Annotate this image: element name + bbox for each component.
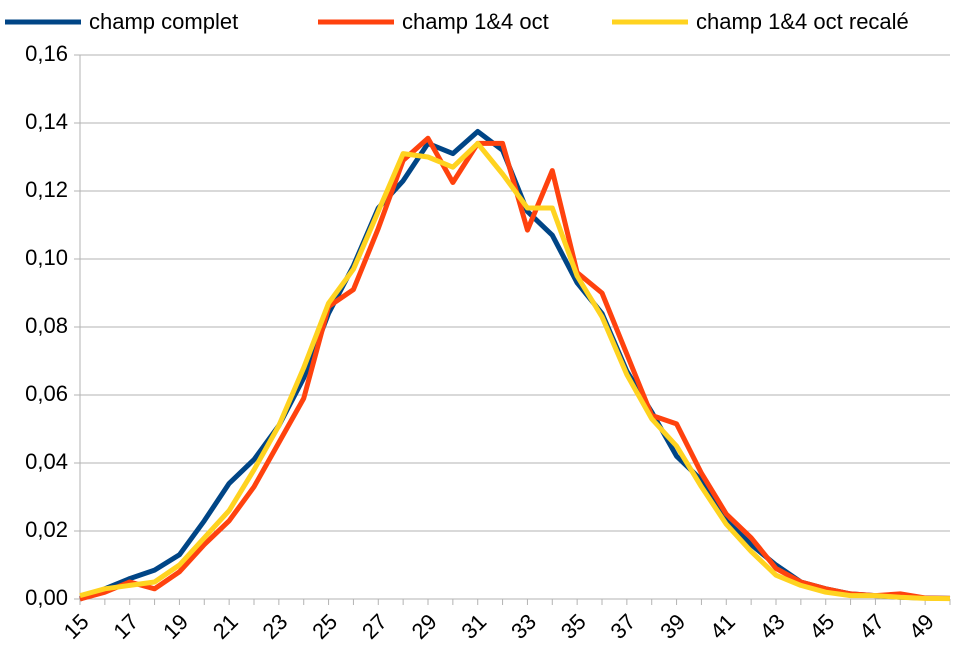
y-tick-label: 0,08 — [25, 313, 68, 338]
x-tick-label: 35 — [556, 609, 591, 644]
x-tick-label: 23 — [258, 609, 293, 644]
x-tick-label: 49 — [904, 609, 939, 644]
x-tick-label: 31 — [456, 609, 491, 644]
x-tick-label: 27 — [357, 609, 392, 644]
series-line — [79, 135, 951, 602]
y-tick-label: 0,04 — [25, 449, 68, 474]
x-tick-label: 37 — [606, 609, 641, 644]
y-tick-label: 0,02 — [25, 517, 68, 542]
x-tick-label: 39 — [655, 609, 690, 644]
x-tick-label: 33 — [506, 609, 541, 644]
y-tick-label: 0,00 — [25, 585, 68, 610]
legend-label: champ complet — [89, 9, 238, 34]
legend-label: champ 1&4 oct recalé — [696, 9, 909, 34]
x-tick-label: 45 — [804, 609, 839, 644]
x-tick-label: 29 — [407, 609, 442, 644]
x-tick-label: 15 — [59, 609, 94, 644]
x-tick-label: 43 — [755, 609, 790, 644]
x-tick-label: 41 — [705, 609, 740, 644]
x-tick-label: 47 — [854, 609, 889, 644]
y-tick-label: 0,16 — [25, 41, 68, 66]
x-tick-label: 21 — [208, 609, 243, 644]
x-tick-label: 19 — [158, 609, 193, 644]
x-tick-label: 17 — [108, 609, 143, 644]
y-tick-label: 0,06 — [25, 381, 68, 406]
series-line — [79, 140, 951, 602]
y-tick-label: 0,12 — [25, 177, 68, 202]
x-tick-label: 25 — [307, 609, 342, 644]
y-tick-label: 0,10 — [25, 245, 68, 270]
y-tick-label: 0,14 — [25, 109, 68, 134]
legend-label: champ 1&4 oct — [402, 9, 549, 34]
